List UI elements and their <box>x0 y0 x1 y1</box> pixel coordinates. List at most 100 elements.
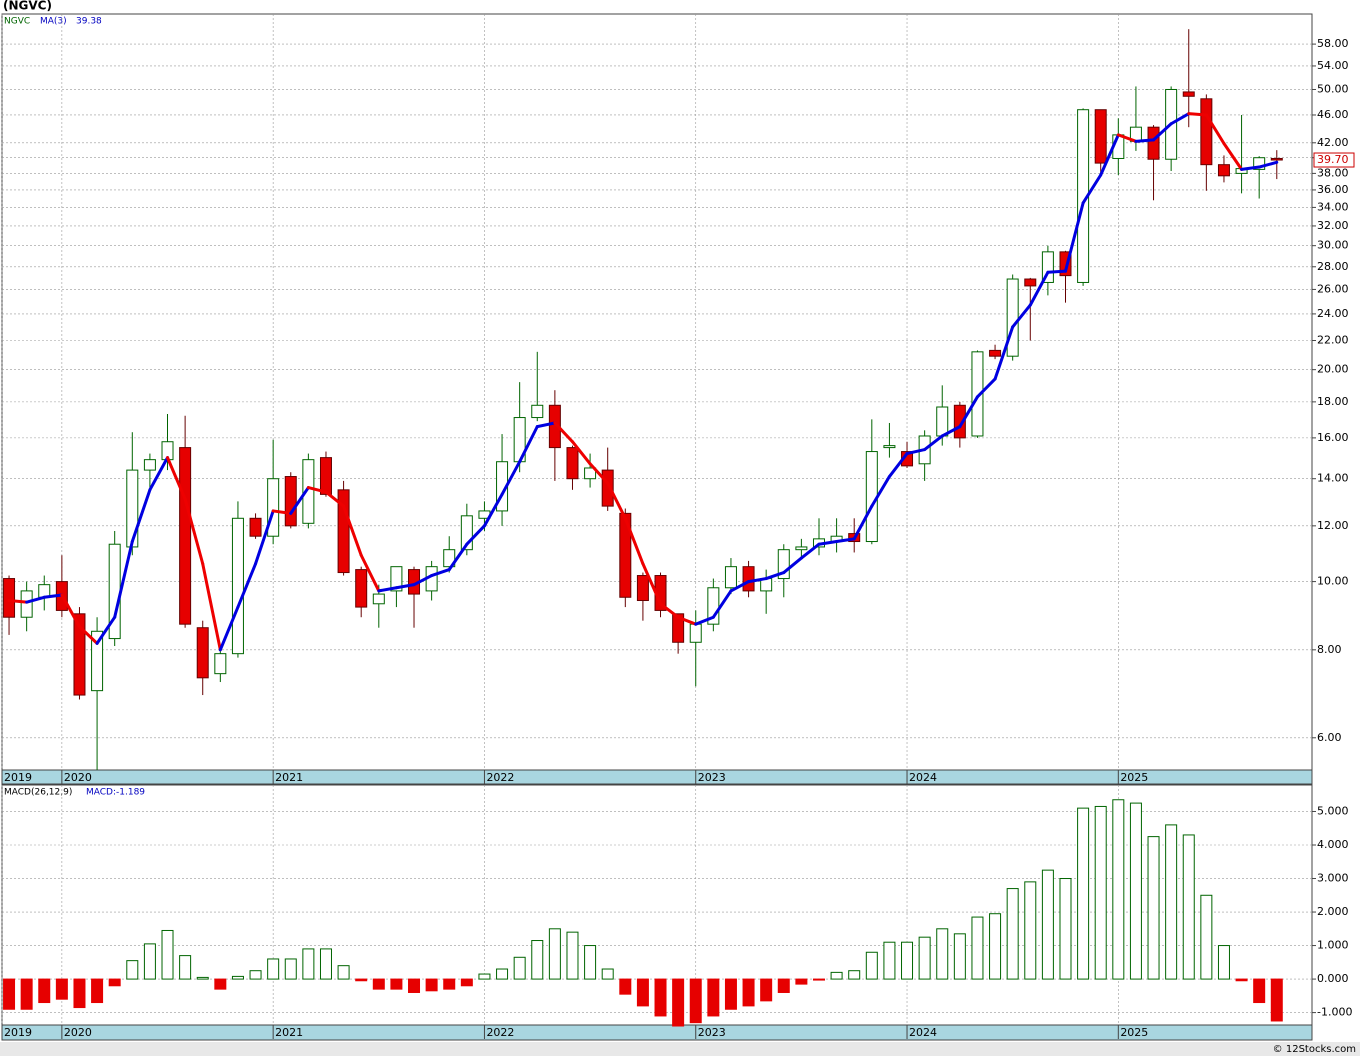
ma-segment <box>148 456 170 492</box>
candle-body <box>179 447 192 625</box>
ma-segment <box>1134 138 1156 143</box>
ma-segment <box>694 615 715 626</box>
ma-segment <box>500 460 522 496</box>
macd-bar <box>566 931 579 980</box>
candle-body <box>249 517 262 537</box>
macd-bar <box>901 941 914 980</box>
x-tick-label: 2022 <box>486 771 514 784</box>
macd-bar <box>267 958 280 980</box>
legend-value: MACD:-1.189 <box>86 788 145 798</box>
y-tick-label: 30.00 <box>1317 239 1349 252</box>
ma-segment <box>60 593 81 629</box>
x-tick-label: 2025 <box>1120 1026 1148 1039</box>
ma-segment <box>535 421 557 429</box>
macd-bar <box>231 975 244 980</box>
macd-bar <box>953 933 966 980</box>
ma-segment <box>835 537 856 544</box>
macd-bar <box>1006 888 1019 980</box>
date-strip <box>1 1024 1313 1041</box>
candle-body <box>390 566 403 592</box>
y-tick-label: 36.00 <box>1317 183 1349 196</box>
macd-bar <box>302 948 315 980</box>
candle-body <box>1059 251 1072 277</box>
candle-body <box>20 590 33 618</box>
y-tick-label: 38.00 <box>1317 166 1349 179</box>
ma-segment <box>676 615 698 626</box>
macd-bar <box>654 978 667 1017</box>
ma-segment <box>905 448 927 456</box>
candle-body <box>584 467 597 480</box>
y-tick-label: 42.00 <box>1317 136 1349 149</box>
ma-segment <box>166 456 187 501</box>
candle-body <box>214 653 227 675</box>
y-tick-label: 12.00 <box>1317 519 1349 532</box>
macd-bar <box>284 958 297 980</box>
ma-segment <box>993 325 1015 381</box>
y-tick-label: 6.00 <box>1317 731 1342 744</box>
candle-body <box>1217 164 1230 177</box>
macd-bar <box>971 916 984 980</box>
ma-segment <box>1116 133 1138 143</box>
candle-body <box>953 404 966 439</box>
y-tick-label: 34.00 <box>1317 200 1349 213</box>
ma-segment <box>1099 133 1120 177</box>
macd-bar <box>1129 802 1142 980</box>
candle-body <box>284 476 297 527</box>
candle-body <box>196 627 209 679</box>
ma-segment <box>377 586 398 593</box>
macd-bar <box>989 913 1002 980</box>
macd-bar <box>214 978 227 990</box>
ma-segment <box>1046 269 1067 274</box>
legend-indicator: MACD(26,12,9) <box>4 788 72 798</box>
y-tick-label: 50.00 <box>1317 82 1349 95</box>
candle-body <box>636 575 649 602</box>
y-tick-label: 24.00 <box>1317 307 1349 320</box>
ma-segment <box>588 462 610 485</box>
ma-segment <box>887 452 909 479</box>
candle-body <box>936 406 949 437</box>
macd-bar <box>478 973 491 980</box>
ma-segment <box>412 574 434 587</box>
macd-bar <box>249 970 262 980</box>
candle-body <box>777 549 790 580</box>
ma-segment <box>764 571 786 581</box>
candle-body <box>1094 109 1107 164</box>
macd-bar <box>742 978 755 1007</box>
x-tick-label: 2021 <box>275 1026 303 1039</box>
candle-body <box>971 351 984 437</box>
macd-bar <box>601 968 614 980</box>
ma-segment <box>42 593 64 599</box>
x-tick-label: 2019 <box>4 771 32 784</box>
macd-bar <box>408 978 421 993</box>
ma-segment <box>923 434 944 452</box>
macd-bar <box>443 978 456 990</box>
macd-bar <box>760 978 773 1002</box>
ma-segment <box>817 540 839 546</box>
ma-segment <box>729 580 751 593</box>
candle-body <box>1147 126 1160 160</box>
candle-body <box>795 546 808 551</box>
x-tick-label: 2023 <box>698 771 726 784</box>
macd-bar <box>795 978 808 985</box>
macd-bar <box>1200 894 1213 980</box>
candle-body <box>619 512 632 598</box>
candle-body <box>126 469 139 548</box>
macd-bar <box>812 978 825 981</box>
ma-segment <box>1028 270 1050 307</box>
macd-bar <box>1112 799 1125 980</box>
ma-segment <box>394 583 416 590</box>
ma-segment <box>659 602 680 619</box>
macd-bar <box>161 929 174 980</box>
x-tick-label: 2019 <box>4 1026 32 1039</box>
candle-body <box>689 623 702 643</box>
macd-bar <box>724 978 737 1010</box>
macd-bar <box>672 978 685 1027</box>
x-tick-label: 2021 <box>275 771 303 784</box>
macd-bar <box>1147 836 1160 980</box>
macd-bar <box>531 940 544 980</box>
macd-bar <box>848 970 861 980</box>
macd-bar <box>38 978 51 1004</box>
macd-bar <box>689 978 702 1024</box>
